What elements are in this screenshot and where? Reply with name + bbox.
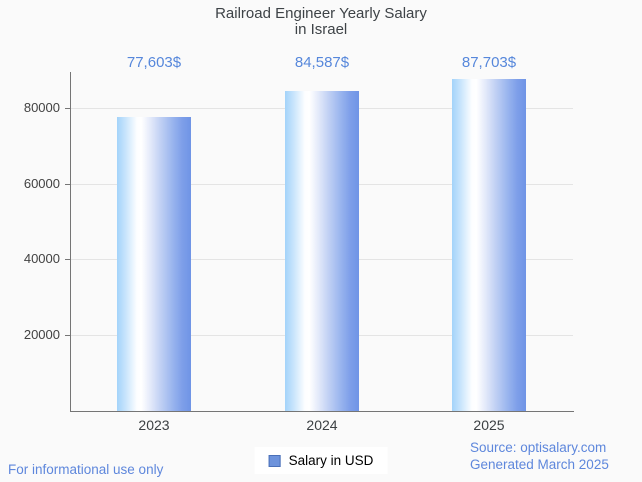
y-axis-tick (65, 259, 70, 260)
x-axis-label-2025: 2025 (473, 417, 505, 433)
bar-value-label: 77,603$ (126, 54, 182, 71)
plot-area: 20000 40000 60000 80000 77,603$ 2023 84,587$ 20… (24, 54, 573, 433)
bar-value-label: 87,703$ (461, 54, 517, 71)
chart-title-line2: in Israel (294, 21, 348, 38)
bar-2023[interactable] (117, 117, 191, 411)
bar-2024[interactable] (285, 91, 359, 411)
y-axis-tick (65, 335, 70, 336)
generated-date: Generated March 2025 (470, 456, 609, 472)
y-axis-line (70, 72, 71, 412)
legend-item-salary-in-usd[interactable]: Salary in USD (254, 447, 388, 474)
y-axis-tick (65, 184, 70, 185)
legend-swatch-icon (268, 454, 281, 467)
disclaimer-text: For informational use only (8, 462, 164, 477)
y-axis-tick (65, 108, 70, 109)
legend-label: Salary in USD (288, 453, 374, 468)
chart-title: Railroad Engineer Yearly Salary in Israe… (0, 6, 642, 38)
x-axis-label-2024: 2024 (306, 417, 338, 433)
chart-title-line1: Railroad Engineer Yearly Salary (215, 5, 427, 22)
bar-2025[interactable] (452, 79, 526, 411)
y-axis-tick-label: 60000 (23, 176, 60, 191)
x-axis-line (70, 411, 574, 412)
source-link[interactable]: Source: optisalary.com (470, 440, 607, 455)
y-axis-tick-label: 40000 (23, 251, 60, 266)
y-axis-tick-label: 80000 (23, 100, 60, 115)
x-axis-label-2023: 2023 (138, 417, 170, 433)
bar-value-label: 84,587$ (294, 54, 350, 71)
source-attribution[interactable]: Source: optisalary.com Generated March 2… (470, 440, 609, 473)
y-axis-tick-label: 20000 (23, 327, 60, 342)
